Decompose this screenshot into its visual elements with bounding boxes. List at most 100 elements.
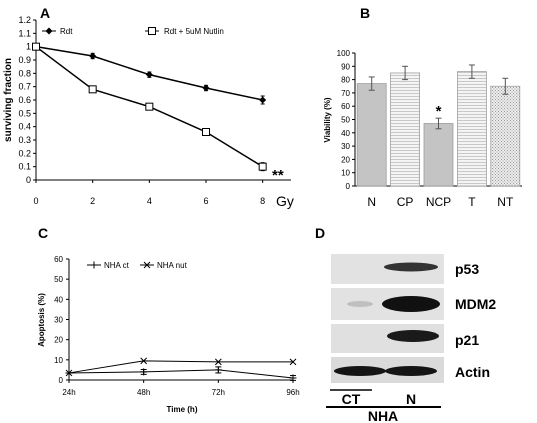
b-y-tick-label: 30 (341, 142, 350, 151)
c-x-tick-label: 72h (212, 388, 225, 397)
b-y-tick-label: 100 (337, 49, 351, 58)
b-bar-n (356, 83, 387, 187)
a-x-unit: Gy (276, 193, 294, 209)
a-point-nutlin (258, 162, 267, 171)
b-category-label: NCP (426, 195, 451, 209)
c-point-ct (140, 368, 148, 376)
band-p53-n (384, 262, 438, 272)
c-point-ct (289, 374, 297, 382)
panel-letter-b: B (360, 5, 370, 21)
a-legend-label-nutlin: Rdt + 5uM Nutlin (164, 27, 224, 36)
a-y-tick-label: 0.7 (18, 82, 31, 92)
c-y-tick-label: 20 (54, 336, 63, 345)
c-y-axis-label: Apoptosis (%) (37, 293, 46, 347)
c-point-ct (214, 366, 222, 374)
c-y-tick-label: 40 (54, 295, 63, 304)
blot-label-mdm2: MDM2 (455, 296, 496, 312)
c-point-nut (65, 369, 73, 377)
c-series-line-1 (68, 360, 293, 374)
a-y-tick-label: 0 (26, 175, 31, 185)
panel-letter-a: A (40, 5, 50, 21)
a-y-tick-label: 0.5 (18, 108, 31, 118)
a-y-tick-label: 1.2 (18, 15, 31, 25)
band-mdm2-ct (347, 301, 373, 307)
c-point-nut (214, 358, 222, 366)
b-bar-t (456, 71, 487, 187)
b-bar-cp (390, 72, 421, 187)
a-y-tick-label: 0.1 (18, 162, 31, 172)
a-point-rdt (89, 52, 97, 60)
a-legend: Rdt Rdt + 5uM Nutlin (42, 27, 224, 36)
a-point-nutlin (145, 102, 154, 111)
b-category-label: NT (497, 195, 514, 209)
c-y-tick-label: 30 (54, 316, 63, 325)
a-y-tick-label: 1 (26, 42, 31, 52)
c-legend-marker-nut (143, 261, 151, 269)
a-point-nutlin (88, 85, 97, 94)
a-significance: ** (272, 167, 284, 184)
b-category-label: CP (397, 195, 414, 209)
a-y-axis-label: surviving fraction (3, 58, 14, 142)
blot-lane-ct: CT (342, 391, 361, 407)
panel-a-survival-chart: 0 0.1 0.2 0.3 0.4 0.5 0.6 0.7 0.8 0.9 1 1.1 1.2 0 2 4 6 8… (3, 15, 294, 209)
c-legend-label-ct: NHA ct (104, 261, 130, 270)
a-y-tick-label: 0.4 (18, 122, 31, 132)
a-x-tick-label: 4 (147, 196, 152, 206)
c-y-tick-label: 10 (54, 356, 63, 365)
b-y-tick-label: 80 (341, 76, 350, 85)
a-y-tick-label: 0.2 (18, 148, 31, 158)
b-y-tick-label: 70 (341, 89, 350, 98)
a-point-rdt (145, 71, 153, 79)
blot-lane-n: N (406, 391, 416, 407)
band-p21-n (387, 330, 439, 342)
b-y-tick-label: 0 (346, 182, 351, 191)
c-legend: NHA ct NHA nut (87, 261, 188, 270)
c-x-tick-label: 24h (62, 388, 75, 397)
a-point-rdt (202, 84, 210, 92)
c-series-line-0 (68, 369, 294, 379)
b-y-tick-label: 10 (341, 169, 350, 178)
c-x-axis-label: Time (h) (167, 405, 198, 414)
c-point-nut (289, 358, 297, 366)
a-y-tick-label: 0.8 (18, 68, 31, 78)
blot-label-p53: p53 (455, 261, 479, 277)
a-y-tick-label: 0.6 (18, 95, 31, 105)
b-category-label: T (468, 195, 476, 209)
band-actin-ct (334, 366, 386, 376)
panel-d-western-blot: p53 MDM2 p21 Actin CT N NHA (326, 254, 496, 423)
blot-group-label: NHA (368, 408, 398, 423)
c-x-tick-label: 48h (137, 388, 150, 397)
c-legend-label-nut: NHA nut (157, 261, 188, 270)
blot-label-actin: Actin (455, 364, 490, 380)
c-y-tick-label: 50 (54, 275, 63, 284)
b-y-tick-label: 60 (341, 102, 350, 111)
c-legend-marker-ct (90, 261, 98, 269)
a-x-tick-label: 2 (90, 196, 95, 206)
b-y-tick-label: 20 (341, 155, 350, 164)
b-y-tick-label: 40 (341, 129, 350, 138)
a-point-rdt (259, 96, 267, 104)
a-point-nutlin (32, 42, 40, 51)
a-y-tick-label: 1.1 (18, 28, 31, 38)
band-mdm2-n (382, 296, 440, 312)
b-bar-ncp (423, 123, 454, 187)
b-category-label: N (367, 195, 376, 209)
band-actin-n (385, 366, 437, 376)
b-y-tick-label: 50 (341, 116, 350, 125)
a-x-tick-label: 6 (203, 196, 208, 206)
c-x-tick-label: 96h (286, 388, 299, 397)
panel-letter-d: D (315, 225, 325, 241)
a-y-tick-label: 0.9 (18, 55, 31, 65)
b-y-tick-label: 90 (341, 62, 350, 71)
a-y-tick-label: 0.3 (18, 135, 31, 145)
panel-letter-c: C (38, 225, 48, 241)
a-legend-marker-nutlin (148, 27, 156, 35)
b-y-axis-label: Viability (%) (323, 97, 332, 143)
c-y-tick-label: 60 (54, 255, 63, 264)
a-x-tick-label: 0 (33, 196, 38, 206)
a-legend-label-rdt: Rdt (60, 27, 73, 36)
b-bar-nt (490, 85, 521, 187)
